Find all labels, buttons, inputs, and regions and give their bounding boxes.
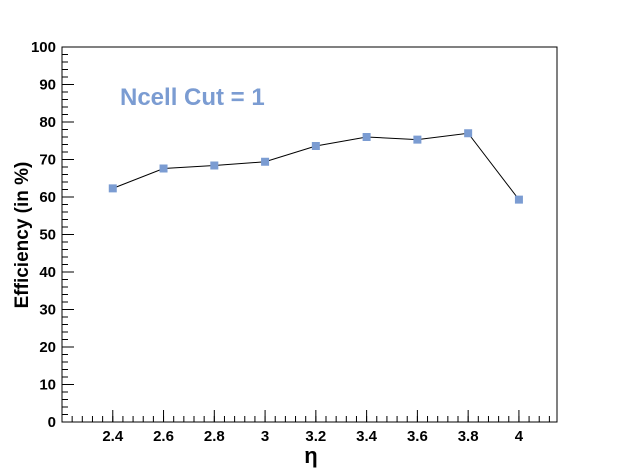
y-axis: 0 10 20 30 40 50 60 70 80 90 100 <box>31 39 74 431</box>
x-tick-label: 2.8 <box>204 428 225 445</box>
data-point <box>311 142 320 150</box>
y-tick-label: 20 <box>39 339 56 356</box>
data-point <box>514 195 523 204</box>
data-point <box>159 164 168 173</box>
x-tick-label: 2.6 <box>153 428 174 445</box>
data-point <box>210 161 219 170</box>
x-tick-label: 3.4 <box>356 428 378 445</box>
y-tick-label: 70 <box>39 152 56 169</box>
data-point <box>108 184 117 193</box>
y-tick-label: 50 <box>39 227 56 244</box>
y-tick-label: 80 <box>39 114 56 131</box>
data-point <box>413 135 422 144</box>
y-tick-label: 100 <box>31 39 56 56</box>
x-tick-label: 3 <box>261 428 269 445</box>
y-tick-label: 30 <box>39 302 56 319</box>
x-tick-label: 2.4 <box>102 428 124 445</box>
data-point <box>362 133 371 141</box>
x-tick-label: 3.2 <box>305 428 326 445</box>
y-tick-label: 10 <box>39 377 56 394</box>
data-point <box>464 129 473 138</box>
x-tick-label: 3.8 <box>458 428 479 445</box>
annotation: Ncell Cut = 1 <box>120 84 265 111</box>
y-tick-label: 90 <box>39 77 56 94</box>
series <box>108 129 523 204</box>
x-tick-label: 4 <box>515 428 524 445</box>
y-tick-label: 0 <box>48 414 56 431</box>
data-point <box>261 157 270 166</box>
x-tick-label: 3.6 <box>407 428 428 445</box>
y-tick-label: 60 <box>39 189 56 206</box>
x-axis: 2.4 2.6 2.8 3 3.2 3.4 3.6 3.8 4 <box>61 410 550 445</box>
x-axis-title: η <box>304 443 317 468</box>
y-tick-label: 40 <box>39 264 56 281</box>
y-axis-title: Efficiency (in %) <box>12 162 33 309</box>
